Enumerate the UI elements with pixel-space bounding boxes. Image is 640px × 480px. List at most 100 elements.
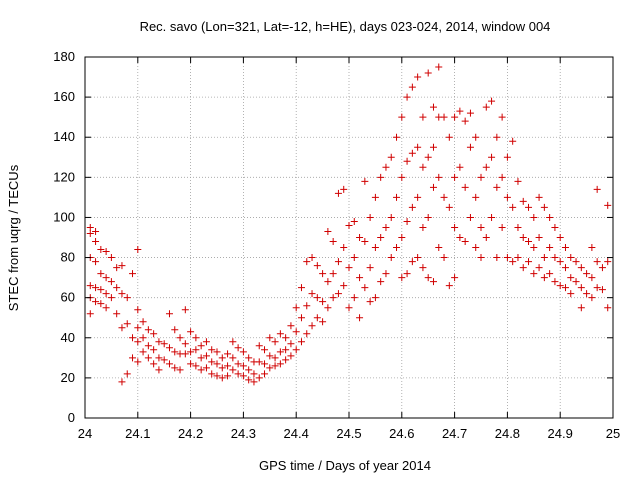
data-point <box>261 360 269 368</box>
data-point <box>445 203 453 211</box>
data-point <box>250 378 258 386</box>
data-point <box>334 258 342 266</box>
data-point <box>155 366 163 374</box>
data-point <box>429 278 437 286</box>
data-point <box>155 338 163 346</box>
data-point <box>287 322 295 330</box>
data-point <box>213 372 221 380</box>
data-point <box>546 244 554 252</box>
data-point <box>329 270 337 278</box>
data-point <box>429 103 437 111</box>
data-point <box>498 113 506 121</box>
data-point <box>208 346 216 354</box>
data-point <box>503 153 511 161</box>
data-point <box>150 330 158 338</box>
data-point <box>408 203 416 211</box>
data-point <box>208 370 216 378</box>
data-point <box>118 262 126 270</box>
data-point <box>287 340 295 348</box>
data-point <box>350 217 358 225</box>
data-point <box>393 133 401 141</box>
data-point <box>398 113 406 121</box>
data-point <box>577 304 585 312</box>
data-point <box>461 183 469 191</box>
data-point <box>472 193 480 201</box>
data-point <box>107 294 115 302</box>
data-point <box>202 364 210 372</box>
data-point <box>144 342 152 350</box>
data-point <box>371 294 379 302</box>
data-point <box>435 244 443 252</box>
data-point <box>292 328 300 336</box>
data-point <box>377 173 385 181</box>
data-point <box>556 234 564 241</box>
data-point <box>488 97 496 105</box>
data-point <box>181 350 189 358</box>
data-point <box>530 213 538 221</box>
data-point <box>308 290 316 298</box>
data-point <box>408 149 416 157</box>
data-point <box>334 290 342 298</box>
data-point <box>229 366 237 374</box>
data-point <box>350 254 358 262</box>
data-point <box>107 278 115 286</box>
data-point <box>414 143 422 151</box>
y-tick-label: 0 <box>68 410 75 425</box>
data-point <box>245 376 253 384</box>
data-point <box>356 234 364 241</box>
data-point <box>567 254 575 262</box>
data-point <box>165 310 173 318</box>
x-tick-label: 24.9 <box>548 426 573 441</box>
data-point <box>276 360 284 368</box>
data-point <box>593 258 601 266</box>
data-point <box>567 290 575 298</box>
data-point <box>403 217 411 225</box>
data-point <box>113 264 121 272</box>
data-point <box>398 234 406 241</box>
data-point <box>414 73 422 81</box>
y-tick-label: 160 <box>53 89 75 104</box>
data-point <box>261 370 269 378</box>
data-point <box>429 143 437 151</box>
data-point <box>525 258 533 266</box>
data-point <box>366 298 374 306</box>
data-point <box>424 274 432 282</box>
data-point <box>202 352 210 360</box>
y-tick-label: 80 <box>61 250 75 265</box>
data-point <box>572 258 580 266</box>
data-point <box>139 334 147 342</box>
data-point <box>403 157 411 165</box>
data-point <box>271 362 279 370</box>
data-point <box>234 370 242 378</box>
data-point <box>129 334 137 342</box>
data-point <box>535 193 543 201</box>
data-point <box>472 133 480 141</box>
x-tick-label: 24.2 <box>178 426 203 441</box>
data-point <box>255 342 263 350</box>
data-point <box>319 270 327 278</box>
data-point <box>245 366 253 374</box>
y-tick-label: 100 <box>53 209 75 224</box>
data-point <box>271 354 279 362</box>
data-point <box>334 189 342 197</box>
data-point <box>482 234 490 241</box>
data-point <box>118 290 126 298</box>
data-point <box>567 274 575 282</box>
data-point <box>371 193 379 201</box>
data-point <box>224 350 232 358</box>
data-point <box>92 238 100 246</box>
data-point <box>218 354 226 362</box>
data-point <box>466 213 474 221</box>
data-point <box>102 290 110 298</box>
data-point <box>297 284 305 292</box>
data-point <box>493 133 501 141</box>
data-point <box>134 358 142 366</box>
data-point <box>503 254 511 262</box>
data-point <box>324 278 332 286</box>
data-point <box>150 346 158 354</box>
data-point <box>419 163 427 171</box>
data-point <box>224 372 232 380</box>
data-point <box>382 223 390 231</box>
x-tick-label: 24.6 <box>389 426 414 441</box>
data-point <box>239 362 247 370</box>
